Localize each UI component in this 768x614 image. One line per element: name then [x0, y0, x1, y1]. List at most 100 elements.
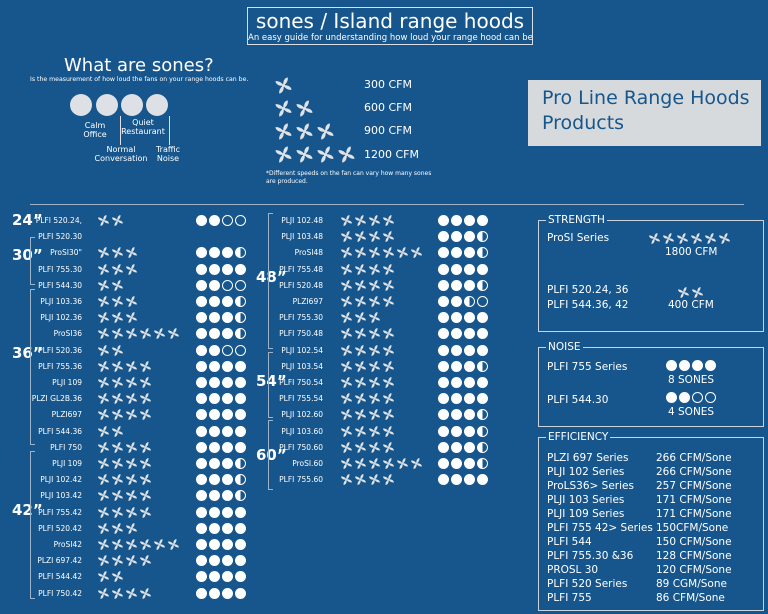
sone-dot-full: [222, 571, 233, 583]
product-name: PLFI 750.42: [38, 588, 82, 598]
sone-dot-full: [451, 360, 462, 372]
fan-icon: [368, 441, 381, 453]
product-fans: [340, 344, 395, 357]
efficiency-row-value: 128 CFM/Sone: [656, 550, 732, 562]
fan-icon: [340, 393, 353, 405]
efficiency-row-value: 120 CFM/Sone: [656, 564, 732, 576]
fan-icon: [111, 490, 124, 502]
fan-icon: [111, 247, 124, 259]
sone-dot-full: [451, 458, 462, 469]
sone-dot-full: [196, 215, 207, 226]
product-sones: [438, 279, 488, 293]
sone-dot-full: [196, 377, 207, 388]
sone-dot-full: [222, 328, 233, 340]
product-sones: [196, 247, 246, 260]
product-fans: [97, 376, 152, 389]
product-name: PLJI 103.54: [281, 361, 323, 371]
product-sones: [196, 279, 246, 293]
sone-dot-full: [196, 441, 207, 453]
product-name: PLJI 103.60: [281, 426, 323, 436]
fan-icon: [296, 145, 313, 163]
sone-dot-full: [451, 344, 462, 356]
fan-icon: [382, 457, 395, 470]
efficiency-row-value: 171 CFM/Sone: [656, 508, 732, 520]
product-sones: [196, 296, 246, 309]
fan-icon: [317, 145, 334, 163]
product-fans: [340, 295, 395, 308]
fan-icon: [97, 538, 110, 551]
efficiency-row-name: ProLS36> Series: [547, 480, 634, 492]
cfm-label-900: 900 CFM: [364, 124, 412, 137]
fan-icon: [410, 247, 423, 259]
fan-icon: [139, 360, 152, 372]
fan-icon: [354, 231, 367, 243]
cfm-label-300: 300 CFM: [364, 78, 412, 91]
efficiency-row-value: 266 CFM/Sone: [656, 466, 732, 478]
fan-icon: [368, 312, 381, 324]
product-sones: [196, 393, 246, 406]
fan-icon: [125, 441, 138, 453]
fan-icon: [340, 344, 353, 356]
product-name: PLFI 520.48: [279, 280, 323, 290]
product-name: PLFI 750.54: [279, 378, 323, 387]
sone-dot-full: [209, 344, 220, 356]
fan-icon: [97, 490, 110, 502]
product-sones: [196, 425, 246, 439]
product-sones: [196, 522, 246, 536]
sone-dot-empty: [235, 344, 246, 356]
product-sones: [438, 312, 488, 325]
sone-dot-full: [209, 393, 220, 405]
fan-icon: [676, 232, 689, 245]
sone-dot-full: [464, 377, 475, 388]
fan-icon: [125, 295, 138, 308]
product-name: PLFI 544.36: [38, 426, 82, 436]
fan-icon: [97, 457, 110, 470]
fan-icon: [368, 279, 381, 291]
product-fans: [340, 360, 395, 373]
sone-circle-2: [96, 94, 118, 116]
product-name: PLFI 544.42: [38, 572, 82, 582]
fan-icon: [111, 344, 124, 356]
fan-icon: [111, 312, 124, 324]
fan-icon: [97, 441, 110, 453]
sone-dot-half: [235, 328, 246, 340]
sone-dot-full: [235, 393, 246, 405]
product-sones: [438, 263, 488, 277]
product-fans: [340, 327, 395, 340]
product-sones: [196, 571, 246, 584]
product-name: PLJI 102.48: [281, 216, 323, 225]
sone-dot-full: [209, 247, 220, 259]
fan-icon: [125, 457, 138, 470]
sone-dot-full: [209, 587, 220, 599]
product-name: PLJI 102.42: [40, 475, 82, 485]
product-name: PLFI 520.42: [38, 523, 82, 533]
sone-dot-full: [209, 215, 220, 226]
product-sones: [196, 506, 246, 520]
sone-dot-half: [477, 247, 488, 259]
fan-icon: [340, 328, 353, 340]
product-name: ProSI30": [50, 248, 82, 258]
noise-dots: [666, 360, 716, 373]
strength-item-name: PLFI 544.36, 42: [547, 299, 629, 311]
product-fans: [97, 295, 138, 308]
fan-icon: [368, 295, 381, 308]
efficiency-row-value: 89 CGM/Sone: [656, 578, 727, 590]
product-name: PLFI 520.30: [38, 232, 82, 242]
product-name: ProSI36: [53, 329, 82, 339]
fan-icon: [111, 571, 124, 583]
fan-icon: [97, 409, 110, 421]
fan-icon: [139, 328, 152, 340]
fan-icon: [125, 263, 138, 275]
product-sones: [196, 328, 246, 341]
fan-icon: [97, 263, 110, 275]
fan-icon: [340, 295, 353, 308]
sone-dot-full: [196, 571, 207, 583]
sone-dot-full: [438, 215, 449, 226]
product-fans: [97, 263, 138, 276]
product-fans: [340, 376, 395, 389]
sone-dot-full: [464, 247, 475, 259]
product-sones: [438, 409, 488, 422]
sone-dot-full: [196, 344, 207, 356]
sone-dot-full: [196, 312, 207, 324]
strength-value: 400 CFM: [668, 299, 714, 311]
